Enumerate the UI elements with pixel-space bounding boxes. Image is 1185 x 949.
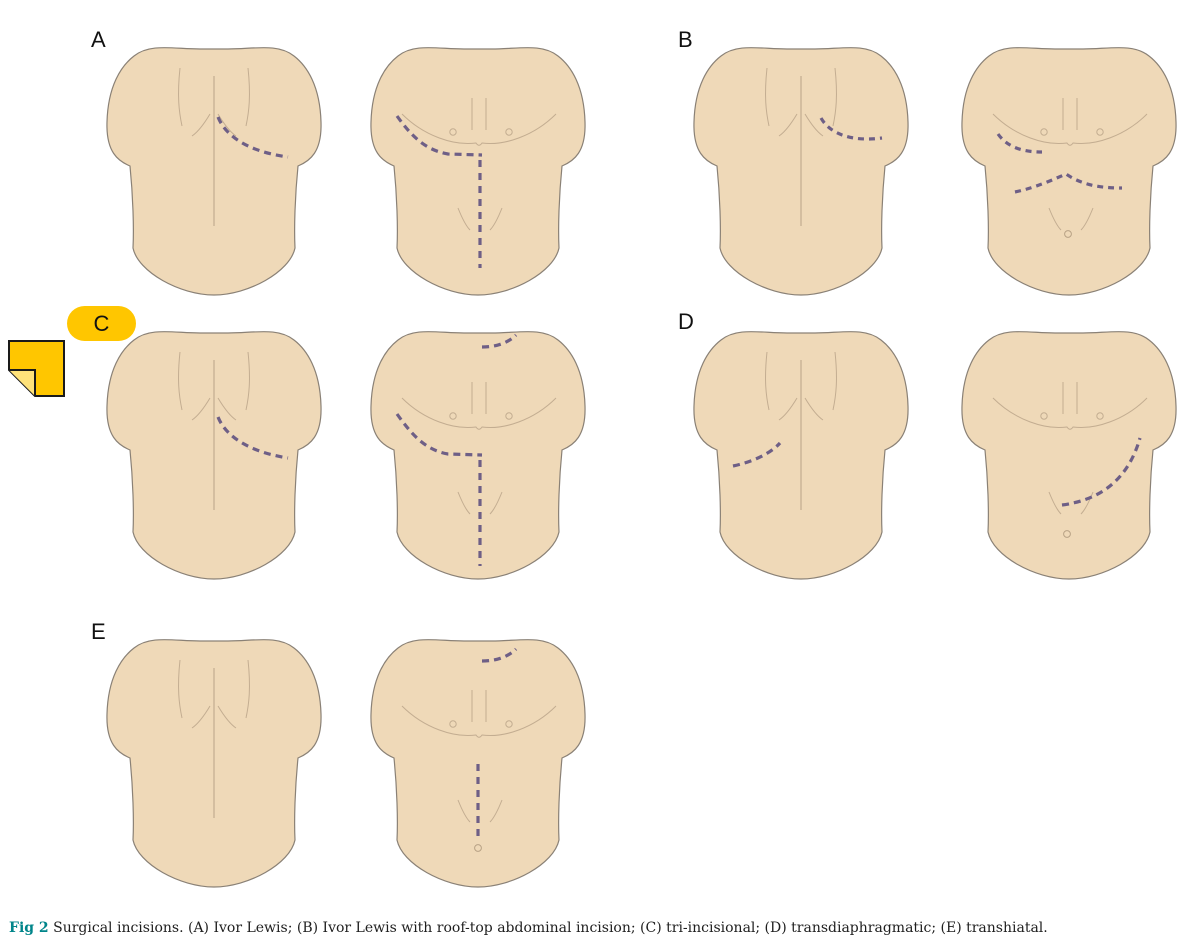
sticky-note-icon[interactable]	[8, 340, 66, 398]
panel-c-back-torso	[106, 331, 322, 580]
panel-c-thoracotomy-incision	[216, 416, 289, 460]
panel-b-front-torso	[961, 47, 1177, 296]
panel-b-rooftop-incision	[1014, 172, 1123, 194]
panel-e-label: E	[91, 619, 106, 644]
panel-c-neck-incision	[481, 333, 518, 349]
panel-b-back-torso	[693, 47, 909, 296]
panel-e-front-torso	[370, 639, 586, 888]
panel-d-back-torso	[693, 331, 909, 580]
panel-c-front-chest-incision	[395, 413, 483, 457]
panel-c-label: C	[93, 310, 110, 336]
panel-c-label-highlight[interactable]: C	[67, 306, 136, 341]
panel-a-back-torso	[106, 47, 322, 296]
panel-b-front-chest-incision	[996, 133, 1043, 154]
figure-number: Fig 2	[9, 920, 49, 936]
panel-b-thoracotomy-incision	[819, 117, 883, 141]
panel-a-label: A	[91, 27, 106, 52]
panel-a-thoracotomy-incision	[216, 116, 289, 159]
panel-d-thoracoabdominal-incision	[1061, 437, 1142, 507]
panel-e-neck-incision	[481, 647, 518, 663]
figure-caption-text: Surgical incisions. (A) Ivor Lewis; (B) …	[48, 920, 1048, 936]
panel-e-back-torso	[106, 639, 322, 888]
panel-d-front-torso	[961, 331, 1177, 580]
panel-d-label: D	[678, 309, 694, 334]
figure-caption: Fig 2 Surgical incisions. (A) Ivor Lewis…	[9, 920, 1179, 936]
panel-d-back-incision	[732, 441, 782, 468]
panel-a-front-chest-incision	[395, 115, 483, 157]
panel-b-label: B	[678, 27, 693, 52]
panel-a-front-torso	[370, 47, 586, 296]
